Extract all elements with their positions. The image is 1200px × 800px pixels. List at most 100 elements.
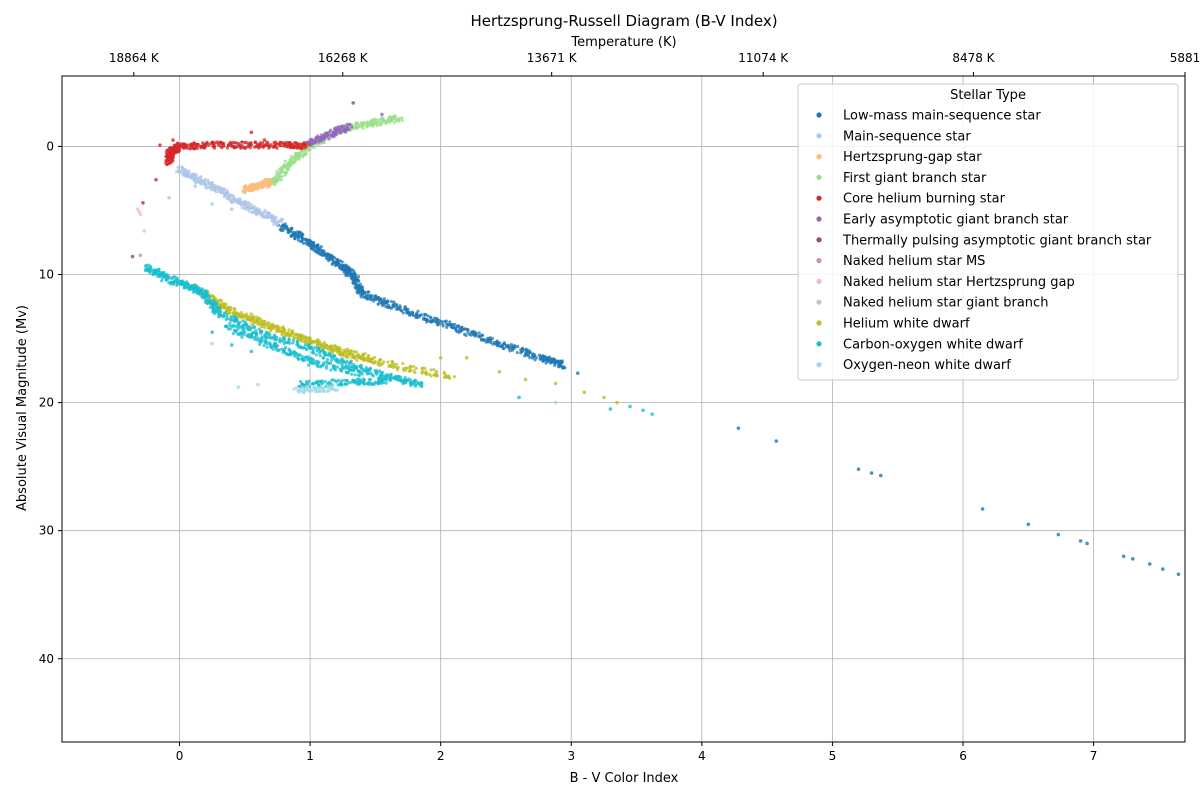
data-point	[258, 145, 262, 149]
legend-marker	[816, 341, 822, 347]
data-point	[243, 146, 247, 150]
data-point	[250, 323, 254, 327]
data-point	[537, 353, 542, 357]
data-point	[236, 385, 241, 390]
data-point	[278, 170, 282, 174]
data-point	[301, 336, 305, 340]
data-point	[360, 123, 364, 128]
legend-label: Hertzsprung-gap star	[843, 150, 982, 165]
data-point	[311, 381, 315, 385]
data-point	[378, 120, 382, 124]
data-point	[512, 346, 516, 350]
data-point	[394, 303, 399, 307]
data-point	[147, 268, 152, 272]
data-point	[405, 309, 409, 313]
data-point	[356, 125, 361, 129]
data-point	[525, 353, 529, 357]
data-point	[582, 390, 587, 395]
data-point	[166, 157, 170, 161]
legend-marker	[816, 362, 822, 368]
data-point	[243, 186, 248, 191]
data-point	[382, 297, 386, 301]
data-point	[320, 249, 324, 253]
data-point	[212, 298, 216, 303]
data-point	[339, 369, 344, 373]
data-point	[289, 160, 294, 164]
data-point	[280, 174, 284, 179]
x-tick-label: 6	[959, 749, 967, 763]
data-point	[310, 389, 314, 393]
data-point	[516, 344, 520, 349]
data-point	[489, 338, 493, 342]
data-point	[269, 345, 273, 349]
legend-marker	[816, 299, 822, 305]
data-point	[305, 356, 309, 360]
data-point	[205, 294, 209, 298]
data-point	[313, 141, 317, 145]
data-point	[320, 379, 324, 383]
data-point	[354, 350, 359, 354]
data-point	[350, 372, 354, 376]
data-point	[274, 142, 279, 146]
data-point	[210, 341, 214, 346]
data-point	[232, 145, 236, 150]
data-point	[300, 236, 304, 240]
data-point	[414, 366, 418, 370]
data-point	[399, 378, 403, 382]
data-point	[271, 347, 275, 351]
data-point	[389, 119, 393, 123]
data-point	[263, 341, 267, 345]
data-point	[316, 342, 320, 346]
data-point	[387, 121, 391, 125]
data-point	[322, 251, 326, 256]
data-point	[380, 372, 384, 376]
data-point	[160, 279, 164, 283]
data-point	[278, 140, 283, 145]
data-point	[208, 294, 212, 299]
data-point	[374, 121, 378, 125]
data-point	[354, 380, 358, 384]
data-point	[519, 347, 523, 352]
data-point	[217, 312, 221, 316]
data-point	[441, 324, 445, 328]
data-point	[438, 355, 443, 360]
data-point	[368, 359, 372, 364]
series-group	[167, 114, 404, 200]
data-point	[165, 276, 170, 280]
data-point	[192, 147, 196, 151]
data-point	[154, 177, 158, 182]
data-point	[249, 312, 253, 316]
data-point	[151, 269, 155, 273]
data-point	[298, 388, 302, 392]
data-point	[368, 377, 372, 381]
data-point	[363, 357, 367, 362]
data-point	[366, 355, 370, 359]
data-point	[169, 155, 173, 159]
data-point	[307, 389, 311, 393]
data-point	[420, 382, 424, 386]
data-point	[436, 318, 441, 322]
data-point	[225, 188, 229, 192]
y-tick-label: 30	[39, 524, 54, 538]
data-point	[374, 381, 378, 385]
legend-marker	[816, 216, 822, 222]
x-tick-label: 3	[567, 749, 575, 763]
data-point	[445, 325, 449, 329]
data-point	[331, 384, 335, 388]
data-point	[498, 341, 502, 345]
data-point	[1121, 554, 1126, 559]
data-point	[250, 210, 254, 215]
legend-marker	[816, 112, 822, 118]
data-point	[340, 124, 344, 128]
data-point	[312, 241, 316, 245]
data-point	[210, 330, 214, 334]
data-point	[194, 177, 198, 181]
series-group	[138, 253, 143, 258]
top-tick-label: 8478 K	[952, 51, 995, 65]
top-tick-label: 16268 K	[318, 51, 369, 65]
legend-label: First giant branch star	[843, 171, 987, 186]
data-point	[199, 146, 203, 150]
data-point	[413, 371, 417, 375]
data-point	[423, 312, 427, 317]
data-point	[381, 117, 385, 121]
